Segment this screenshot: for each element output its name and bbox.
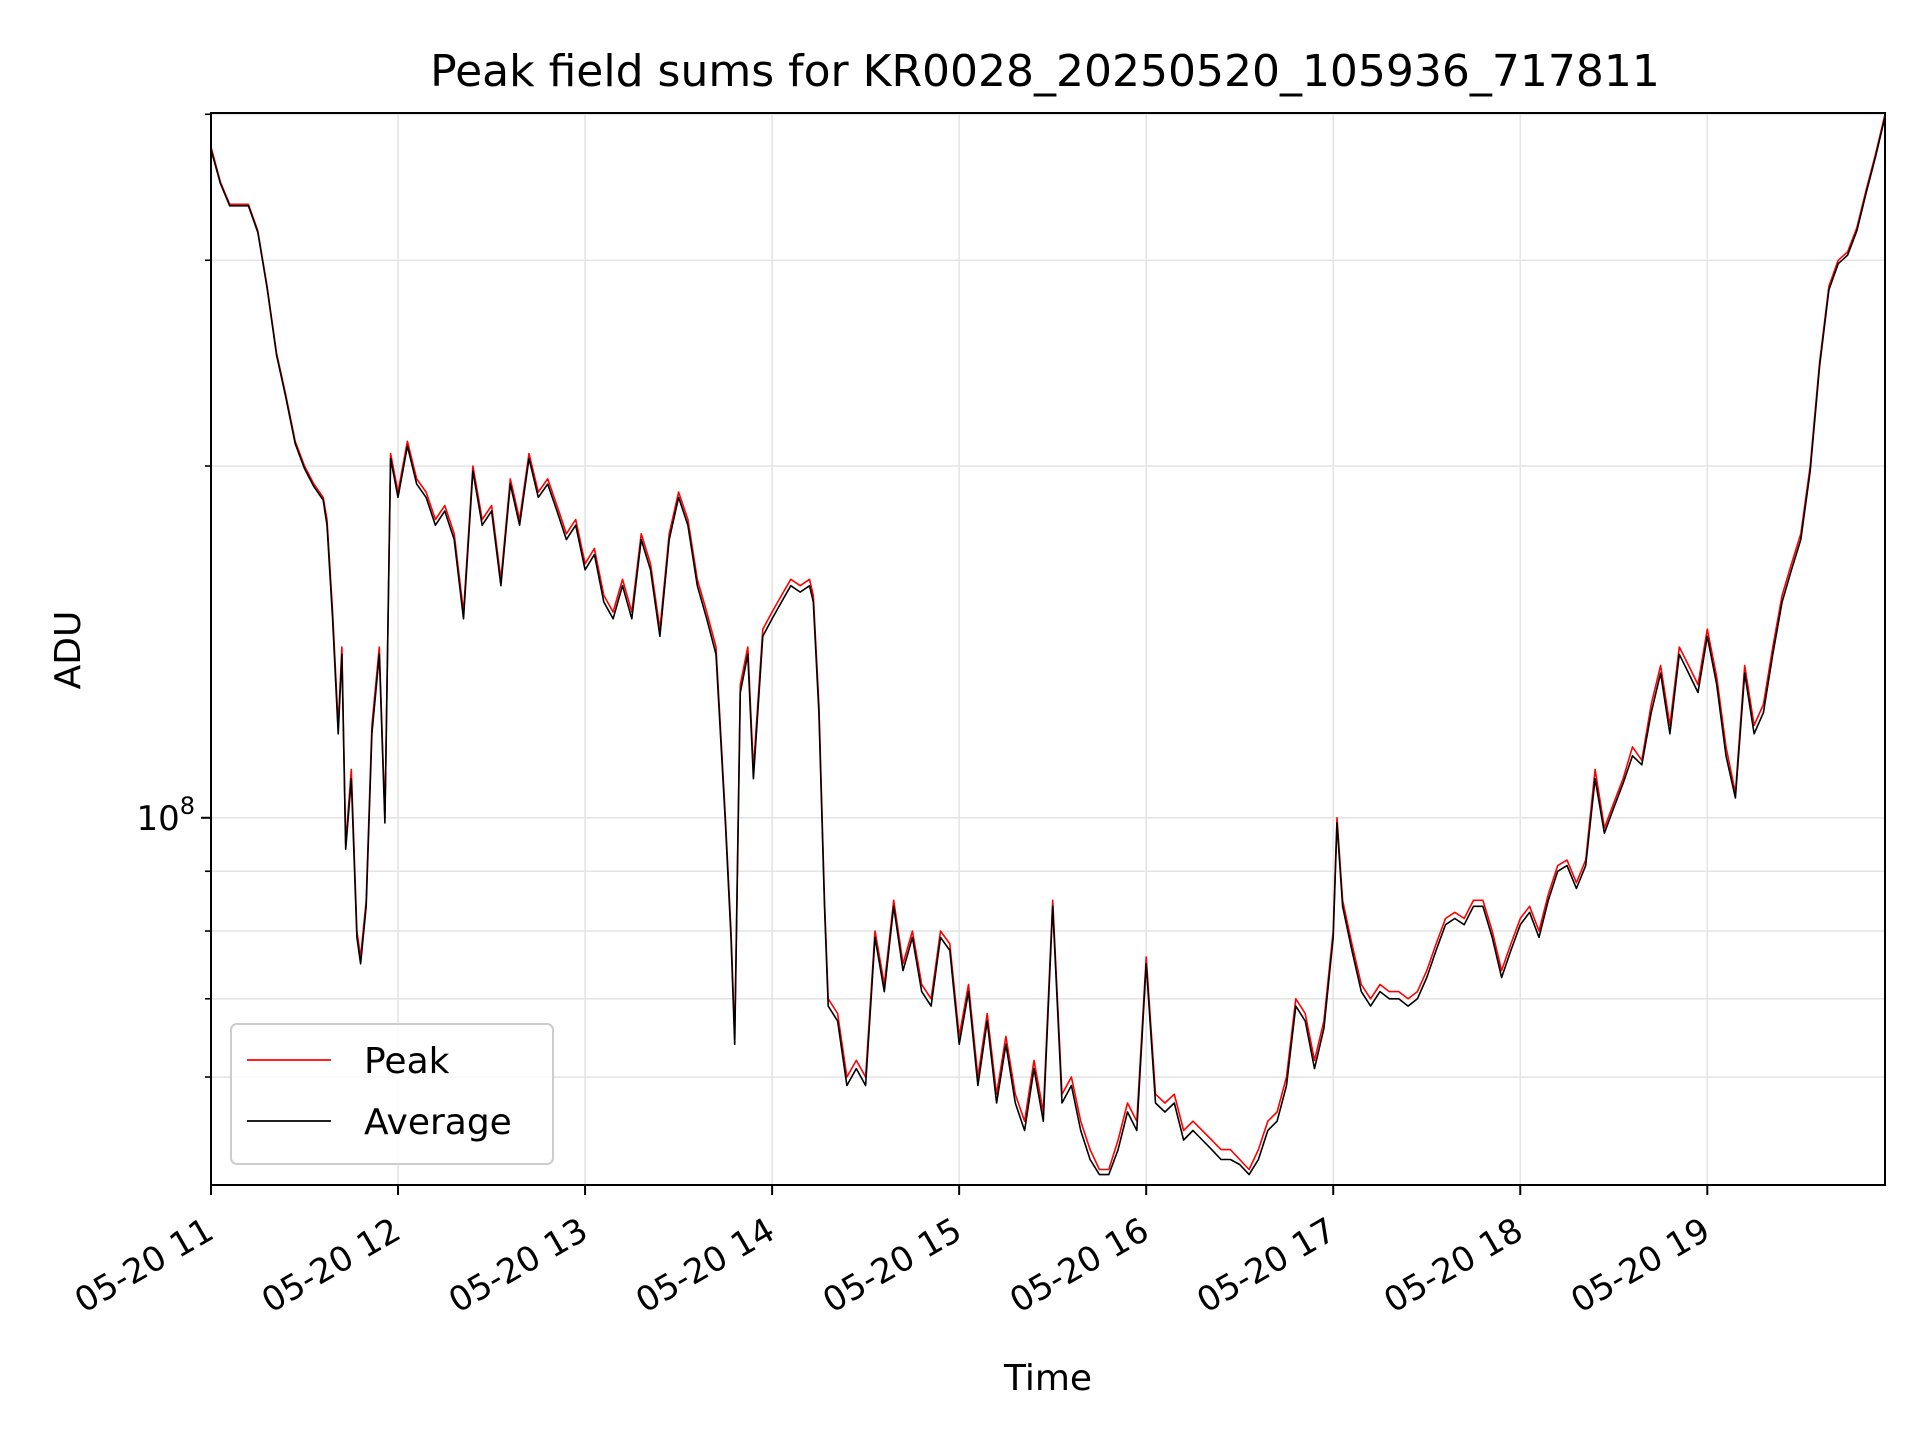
plot-frame (210, 112, 1886, 1186)
x-axis-label: Time (1003, 1358, 1092, 1399)
series-line-average (211, 116, 1885, 1176)
grid (210, 113, 1885, 1185)
x-tick-label: 05-20 11 (68, 1210, 220, 1321)
x-tick-label: 05-20 17 (1190, 1210, 1342, 1321)
y-axis-label: ADU (48, 611, 89, 690)
y-tick-label: 108 (136, 792, 195, 839)
x-tick-label: 05-20 19 (1564, 1210, 1716, 1321)
legend-label-peak: Peak (364, 1041, 450, 1082)
legend: Peak Average (230, 1023, 554, 1165)
x-tick-label: 05-20 12 (255, 1210, 407, 1321)
x-tick-label: 05-20 14 (629, 1210, 781, 1321)
x-tick-label: 05-20 15 (816, 1210, 968, 1321)
x-tick-label: 05-20 18 (1377, 1210, 1529, 1321)
x-tick-label: 05-20 16 (1003, 1210, 1155, 1321)
legend-box (230, 1023, 554, 1165)
chart-title: Peak field sums for KR0028_20250520_1059… (430, 46, 1660, 97)
legend-label-average: Average (364, 1102, 512, 1143)
plot-area (211, 114, 1885, 1176)
x-axis: 05-20 11 05-20 12 05-20 13 05-20 14 05-20 15… (68, 1185, 1717, 1321)
x-tick-label: 05-20 13 (442, 1210, 594, 1321)
y-axis: 108 (136, 113, 211, 1078)
